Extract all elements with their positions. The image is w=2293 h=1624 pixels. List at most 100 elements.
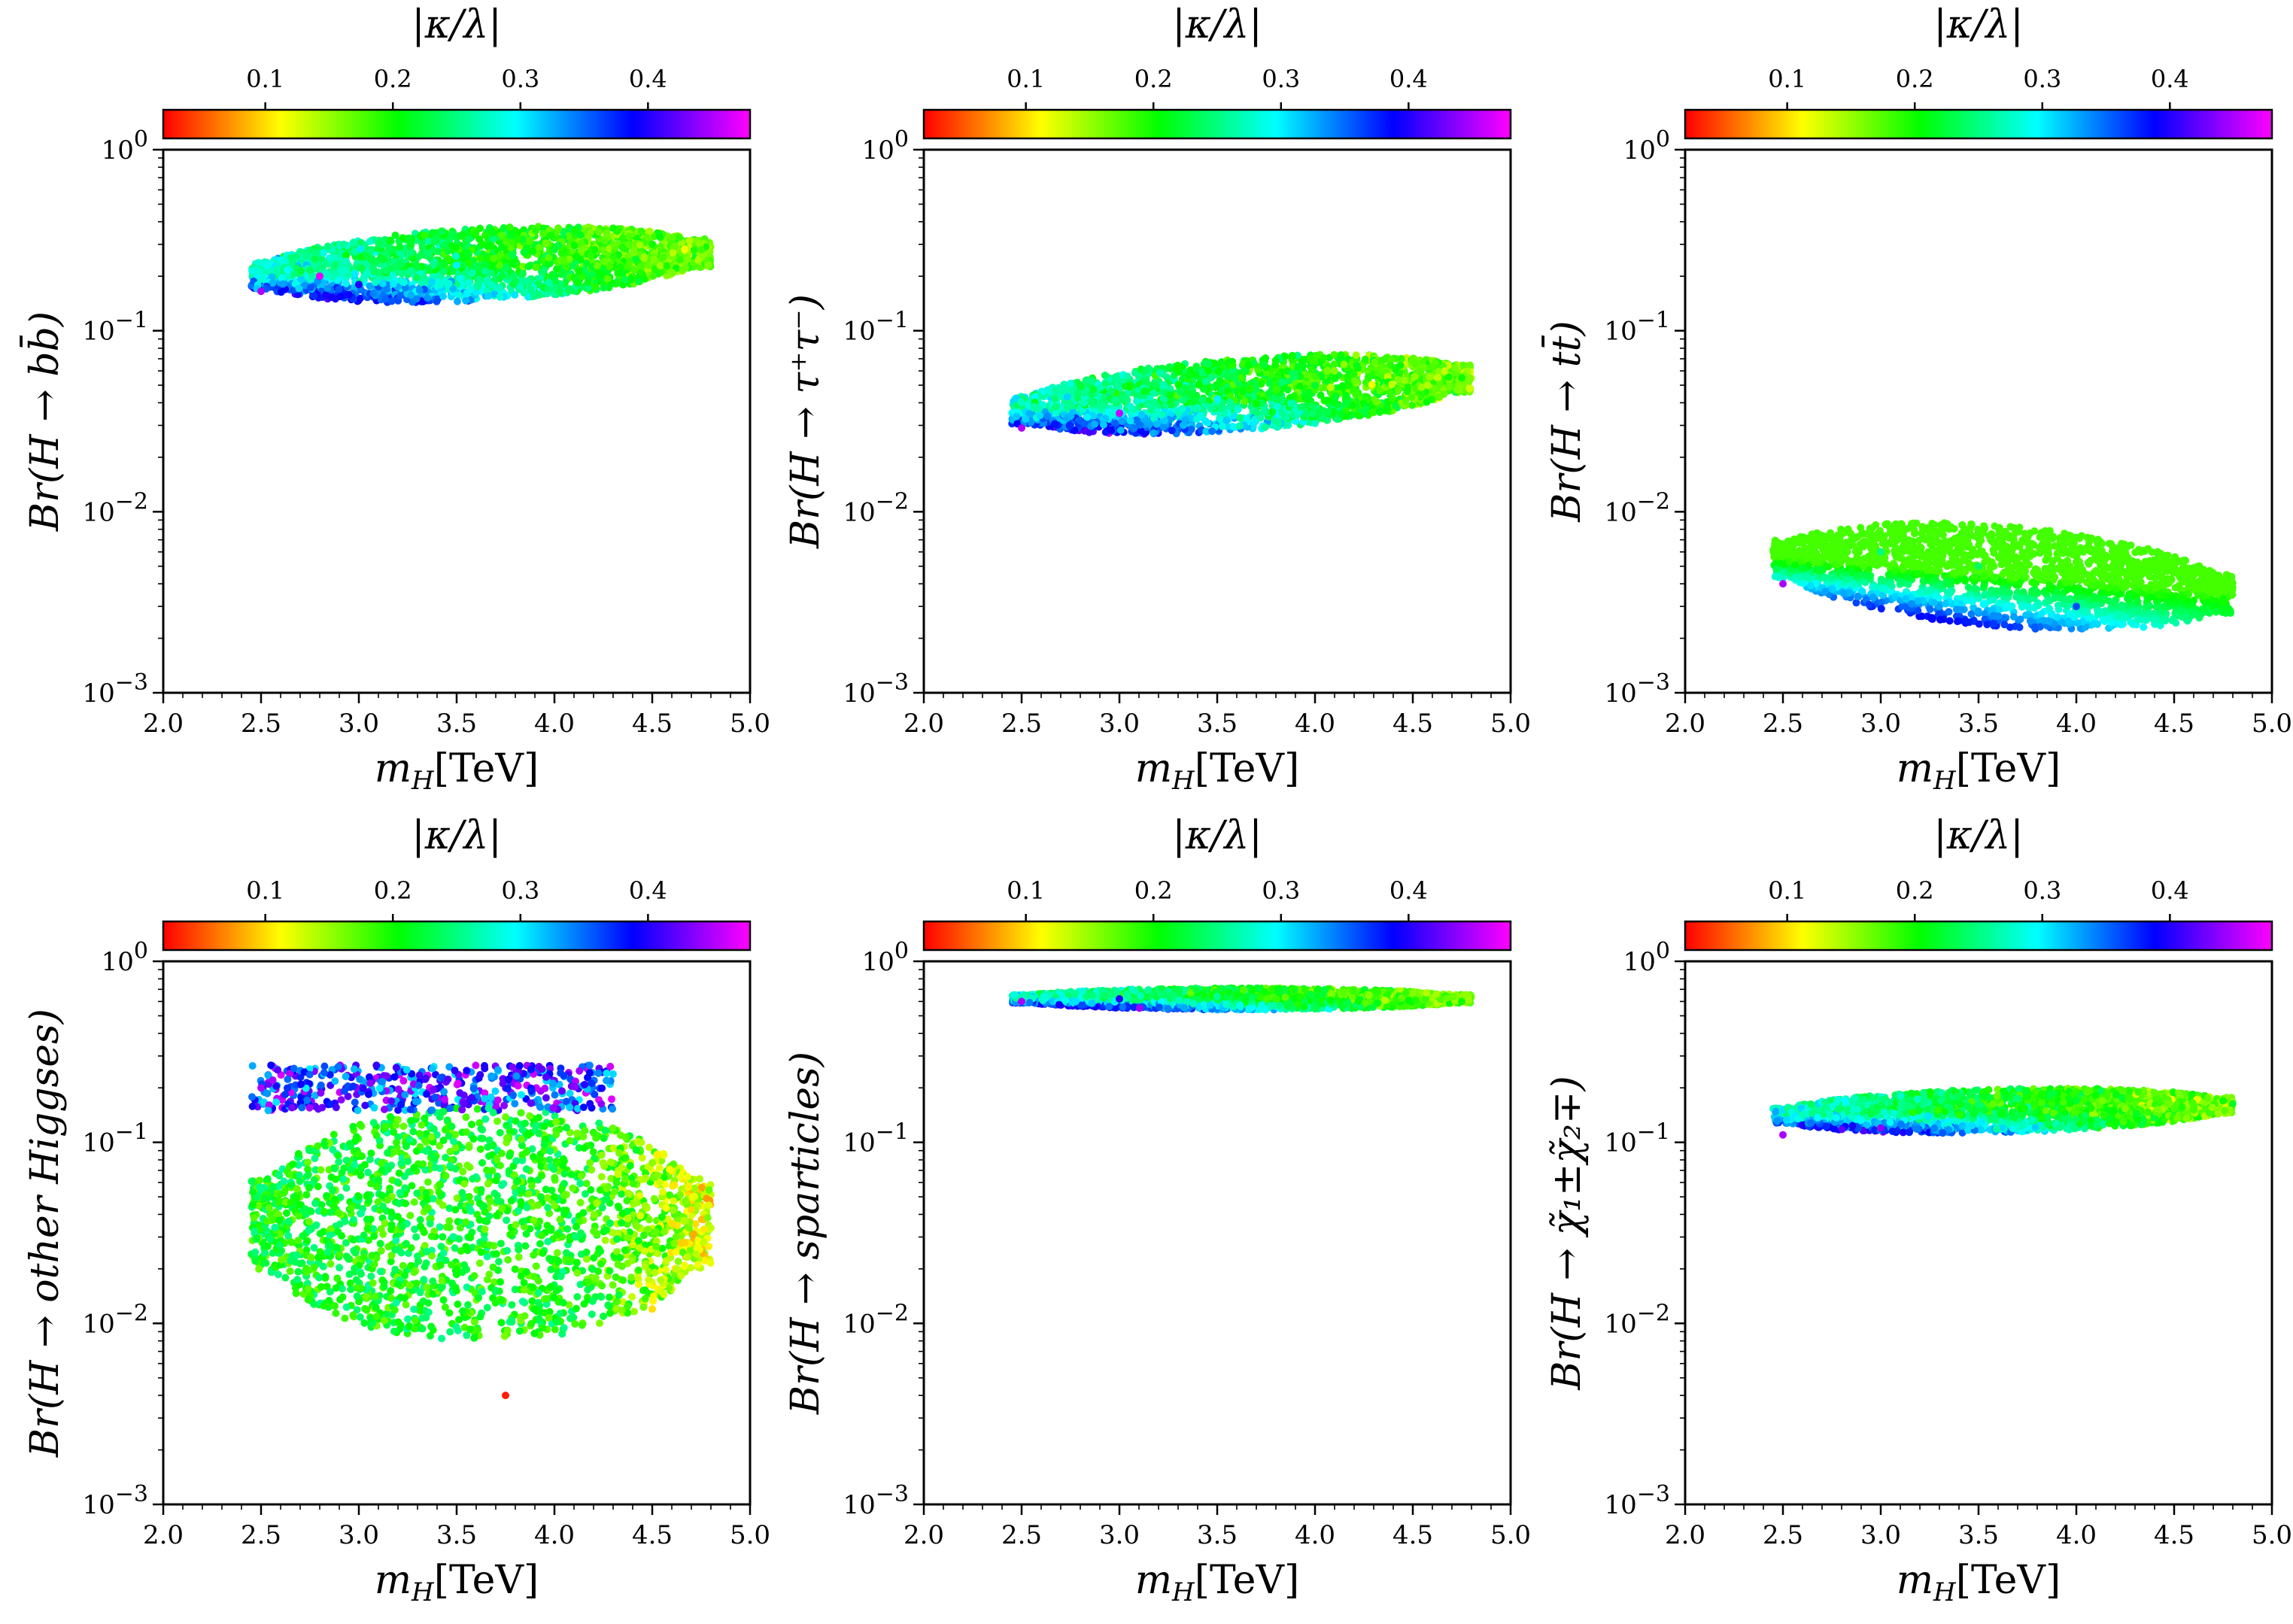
scatter-point [680,245,688,253]
scatter-point [306,246,314,254]
x-tick-label: 2.5 [241,709,281,739]
scatter-point [523,277,531,285]
scatter-point [1465,384,1474,393]
scatter-point [1352,351,1360,360]
scatter-point [1397,354,1405,363]
scatter-point [1168,426,1176,435]
scatter-point [1067,379,1075,387]
scatter-point [1330,351,1338,359]
scatter-point [1260,360,1268,369]
scatter-point [697,246,705,254]
scatter-point [398,269,406,278]
x-tick-label: 3.0 [339,709,379,739]
scatter-point [1388,381,1396,388]
scatter-point [375,240,383,248]
scatter-point [1426,372,1434,381]
scatter-point [524,263,533,271]
scatter-point [1362,405,1370,413]
scatter-point [1166,392,1174,400]
scatter-point [600,237,609,245]
scatter-point [391,231,399,239]
scatter-point [682,264,690,272]
scatter-point [331,261,339,269]
scatter-point [306,266,314,275]
scatter-point [1274,419,1283,427]
x-tick-label: 2.0 [143,709,184,739]
scatter-point [649,272,658,280]
colorbar-tick-label: 0.1 [1007,65,1045,93]
scatter-point [1204,360,1212,368]
scatter-point [1153,420,1161,428]
scatter-point [254,267,263,275]
scatter-point [1323,396,1331,405]
scatter-point [600,258,608,266]
scatter-point [468,269,476,278]
scatter-point [407,291,415,299]
x-tick-label: 3.5 [436,709,477,739]
scatter-point [320,249,328,257]
scatter-point [1178,405,1186,413]
x-tick-label: 4.0 [1295,709,1335,739]
scatter-point [445,280,453,287]
scatter-point [1377,363,1385,372]
scatter-point [372,278,379,287]
scatter-point [349,238,357,247]
colorbar-gradient [922,108,1512,140]
scatter-point [1394,386,1402,394]
scatter-point [490,254,498,263]
scatter-point [591,283,600,291]
scatter-point [675,233,683,241]
scatter-point [1226,398,1234,406]
scatter-point [310,292,318,300]
scatter-point [637,227,645,235]
scatter-point [650,255,658,263]
scatter-point [387,297,396,305]
scatter-point [1116,426,1125,434]
scatter-point [428,278,436,286]
scatter-point [1111,396,1119,404]
scatter-point [1330,367,1338,375]
scatter-point [1031,404,1040,412]
scatter-point [1287,399,1295,407]
scatter-point [1192,363,1201,371]
y-tick-label: 100 [102,126,148,165]
scatter-point [418,240,426,247]
scatter-point [1230,374,1238,382]
scatter-point [1294,363,1302,372]
y-tick-label: 10−1 [83,308,149,347]
scatter-point [1107,426,1116,435]
scatter-point [1107,387,1116,395]
scatter-point [1129,423,1137,432]
scatter-point [425,265,433,273]
scatter-point [656,233,664,241]
scatter-point [1435,393,1443,401]
scatter-point [635,278,642,285]
scatter-point [1077,382,1085,390]
x-axis-title: mH[TeV] [1135,746,1300,796]
colorbar-tick-label: 0.2 [374,65,412,93]
scatter-point [495,284,503,292]
scatter-point [1017,398,1025,406]
scatter-point [297,267,305,275]
scatter-point [363,252,372,260]
scatter-point [1278,378,1286,386]
scatter-point [1379,356,1387,364]
y-tick-label: 100 [862,126,909,165]
scatter-point [1253,399,1261,408]
scatter-point [1435,381,1444,389]
scatter-point [1361,393,1369,401]
scatter-point [1158,410,1166,418]
scatter-point [1324,408,1332,416]
scatter-point [498,231,506,239]
scatter-point [1355,411,1362,420]
scatter-point [1126,402,1134,411]
scatter-point [508,238,516,247]
scatter-point [1168,401,1176,409]
scatter-point [1458,374,1465,382]
scatter-point [1234,405,1242,414]
scatter-point [1081,426,1089,435]
colorbar-tick-label: 0.2 [1134,65,1173,93]
scatter-point [1371,358,1379,366]
scatter-point [453,261,460,269]
